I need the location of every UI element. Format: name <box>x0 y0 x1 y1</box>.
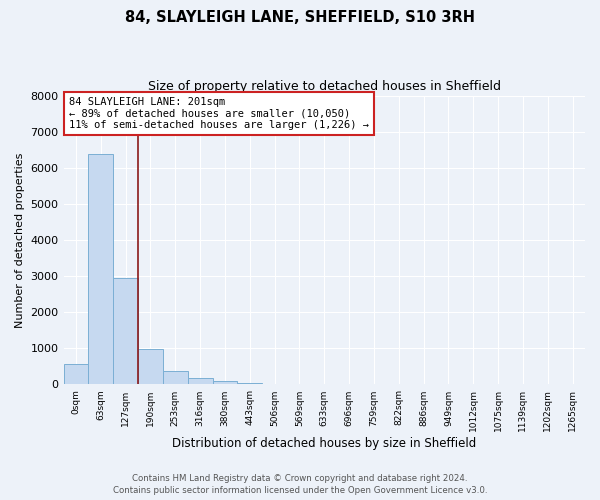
Bar <box>188 378 212 384</box>
Bar <box>88 154 113 384</box>
Bar <box>238 382 262 384</box>
Bar <box>163 370 188 384</box>
Bar <box>113 278 138 384</box>
Y-axis label: Number of detached properties: Number of detached properties <box>15 152 25 328</box>
Bar <box>64 364 88 384</box>
Bar <box>212 381 238 384</box>
Title: Size of property relative to detached houses in Sheffield: Size of property relative to detached ho… <box>148 80 501 93</box>
X-axis label: Distribution of detached houses by size in Sheffield: Distribution of detached houses by size … <box>172 437 476 450</box>
Text: 84 SLAYLEIGH LANE: 201sqm
← 89% of detached houses are smaller (10,050)
11% of s: 84 SLAYLEIGH LANE: 201sqm ← 89% of detac… <box>69 97 369 130</box>
Bar <box>138 348 163 384</box>
Text: Contains HM Land Registry data © Crown copyright and database right 2024.
Contai: Contains HM Land Registry data © Crown c… <box>113 474 487 495</box>
Text: 84, SLAYLEIGH LANE, SHEFFIELD, S10 3RH: 84, SLAYLEIGH LANE, SHEFFIELD, S10 3RH <box>125 10 475 25</box>
